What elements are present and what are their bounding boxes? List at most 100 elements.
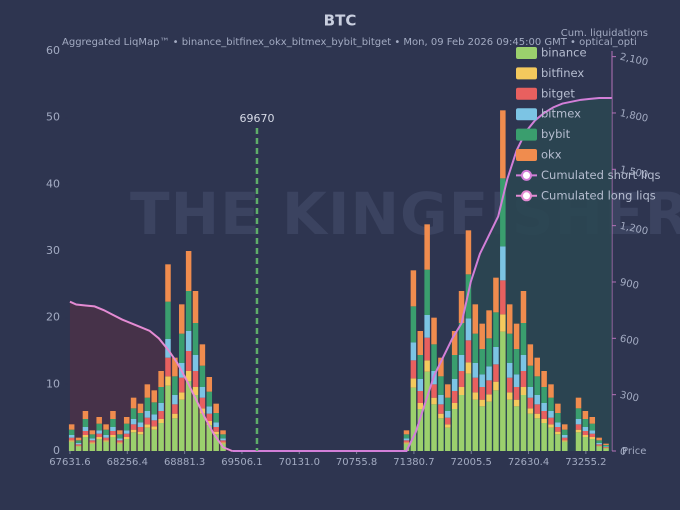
bar-segment <box>575 432 582 451</box>
bar-segment <box>458 355 465 371</box>
bar-segment <box>144 427 151 451</box>
bar-segment <box>479 374 485 387</box>
bar-segment <box>123 433 130 437</box>
bar-segment <box>555 427 561 432</box>
bar-segment <box>192 291 199 323</box>
y2-tick-label: 2,100 <box>619 52 649 69</box>
bar-segment <box>472 333 479 363</box>
bar-segment <box>582 411 589 419</box>
bar-segment <box>96 439 102 451</box>
bar-segment <box>68 429 75 435</box>
bar-segment <box>465 318 472 341</box>
bar-segment <box>410 306 417 343</box>
bar-segment <box>192 355 199 371</box>
bar-segment <box>130 419 137 425</box>
bar-segment <box>451 355 458 379</box>
bar-segment <box>213 413 219 423</box>
bar-segment <box>513 387 520 400</box>
bar-segment <box>451 409 458 451</box>
bar-segment <box>199 397 206 409</box>
bar-segment <box>403 443 410 451</box>
y2-tick-label: 900 <box>619 277 640 292</box>
bar-segment <box>479 399 485 407</box>
bar-segment <box>213 431 219 435</box>
bar-segment <box>534 376 540 395</box>
bar-segment <box>486 380 492 395</box>
bar-segment <box>192 323 199 355</box>
x-tick-label: 70755.8 <box>336 457 377 468</box>
bar-segment <box>82 419 89 427</box>
bar-segment <box>199 413 206 451</box>
bar-segment <box>206 425 213 451</box>
bar-segment <box>96 423 102 431</box>
bar-segment <box>123 437 130 439</box>
bar-segment <box>438 357 444 377</box>
bar-segment <box>179 304 185 334</box>
bar-segment <box>541 419 547 423</box>
bar-segment <box>151 429 157 451</box>
bar-segment <box>458 291 465 323</box>
bar-segment <box>541 371 547 387</box>
bar-segment <box>220 438 226 441</box>
bar-segment <box>179 392 185 400</box>
bar-segment <box>589 433 596 437</box>
bar-segment <box>424 315 430 338</box>
bar-segment <box>110 427 116 431</box>
bar-segment <box>68 435 75 438</box>
bar-segment <box>417 379 424 391</box>
bar-segment <box>465 373 472 451</box>
bar-segment <box>179 399 185 451</box>
bar-segment <box>500 280 506 315</box>
bar-segment <box>527 397 534 409</box>
legend-swatch <box>516 47 537 59</box>
bar-segment <box>137 431 144 435</box>
bar-segment <box>82 427 89 431</box>
bar-segment <box>68 437 75 441</box>
bar-segment <box>589 430 596 434</box>
bar-segment <box>513 374 520 387</box>
bar-segment <box>82 431 89 435</box>
bar-segment <box>431 317 437 345</box>
bar-segment <box>486 394 492 402</box>
bar-segment <box>548 384 554 398</box>
bar-segment <box>438 404 444 414</box>
bar-segment <box>185 331 192 351</box>
bar-segment <box>151 402 157 415</box>
bar-segment <box>431 404 437 451</box>
bar-segment <box>68 440 75 442</box>
bar-segment <box>192 387 199 395</box>
bar-segment <box>500 246 506 281</box>
bar-segment <box>75 440 82 443</box>
bar-segment <box>220 434 226 439</box>
bar-segment <box>534 395 540 405</box>
bar-segment <box>89 440 96 443</box>
bar-segment <box>500 331 506 451</box>
bar-segment <box>417 391 424 403</box>
bar-segment <box>431 397 437 405</box>
bar-segment <box>130 429 137 433</box>
bar-segment <box>603 446 609 447</box>
bar-segment <box>589 437 596 439</box>
bar-segment <box>96 433 102 437</box>
legend-marker <box>521 190 532 202</box>
bar-segment <box>403 440 410 443</box>
bar-segment <box>403 442 410 444</box>
bar-segment <box>424 371 430 451</box>
bar-segment <box>486 310 492 339</box>
bar-segment <box>158 403 164 411</box>
bar-segment <box>472 399 479 451</box>
bar-segment <box>458 323 465 355</box>
current-price-label: 69670 <box>239 112 274 125</box>
bar-segment <box>555 434 561 451</box>
bar-segment <box>151 414 157 421</box>
x-tick-label: 68256.4 <box>107 457 148 468</box>
bar-segment <box>403 430 410 435</box>
bar-segment <box>555 431 561 435</box>
bar-segment <box>103 440 109 442</box>
bar-segment <box>89 443 96 451</box>
bar-segment <box>548 424 554 428</box>
bar-segment <box>417 409 424 451</box>
bar-segment <box>582 437 589 451</box>
bar-segment <box>75 444 82 446</box>
